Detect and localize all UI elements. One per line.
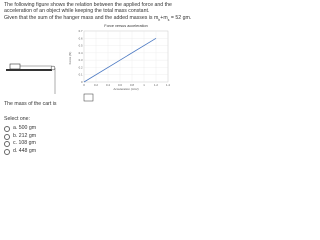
data-line xyxy=(83,37,157,83)
hanger xyxy=(83,93,94,102)
y-tick-label: 0.7 xyxy=(79,29,83,33)
x-tick-label: 1 xyxy=(143,83,145,87)
formula-m: m xyxy=(153,15,159,21)
prompt: The mass of the cart is xyxy=(4,101,57,107)
chart-title: Force versus acceleration xyxy=(104,24,147,28)
radio-button[interactable] xyxy=(4,133,10,140)
select-label: Select one: xyxy=(4,116,30,122)
y-tick-label: 0.2 xyxy=(79,65,83,69)
y-tick-label: 0 xyxy=(81,80,83,84)
formula-sub: h xyxy=(158,18,161,23)
x-tick-label: 1.2 xyxy=(154,83,158,87)
x-tick-label: 0 xyxy=(83,83,85,87)
option-label[interactable]: d. 448 gm xyxy=(13,147,37,154)
x-tick-label: 0.2 xyxy=(94,83,98,87)
formula-plus: +m xyxy=(160,15,168,21)
x-tick-label: 0.8 xyxy=(130,83,134,87)
x-tick-label: 0.4 xyxy=(106,83,110,87)
y-tick-label: 0.1 xyxy=(79,73,83,77)
radio-button[interactable] xyxy=(4,148,10,155)
track xyxy=(6,69,52,71)
y-tick-label: 0.3 xyxy=(79,58,83,62)
quiz-page: The following figure shows the relation … xyxy=(0,0,200,155)
option-label[interactable]: b. 212 gm xyxy=(13,132,37,139)
cart xyxy=(9,63,21,70)
y-tick-label: 0.4 xyxy=(79,51,83,55)
option-label[interactable]: c. 108 gm xyxy=(13,140,36,147)
cart-diagram xyxy=(6,63,56,94)
radio-button[interactable] xyxy=(4,141,10,148)
x-tick-label: 0.6 xyxy=(118,83,122,87)
formula-rest: = 52 gm. xyxy=(170,15,192,21)
chart: Force versus acceleration Acceleration (… xyxy=(68,24,170,91)
hanger-mass xyxy=(83,93,94,102)
given-text: Given that the sum of the hanger mass an… xyxy=(4,15,196,23)
x-axis-label: Acceleration (m/s²) xyxy=(113,87,138,91)
y-axis-label: Force (N) xyxy=(68,52,72,65)
option-label[interactable]: a. 500 gm xyxy=(13,125,37,131)
x-tick-label: 1.4 xyxy=(166,83,170,87)
radio-button[interactable] xyxy=(4,126,10,132)
intro-text: The following figure shows the relation … xyxy=(4,2,172,15)
given: Given that the sum of the hanger mass an… xyxy=(4,15,153,21)
pulley xyxy=(50,65,56,71)
y-tick-label: 0.6 xyxy=(79,36,83,40)
y-tick-label: 0.5 xyxy=(79,44,83,48)
